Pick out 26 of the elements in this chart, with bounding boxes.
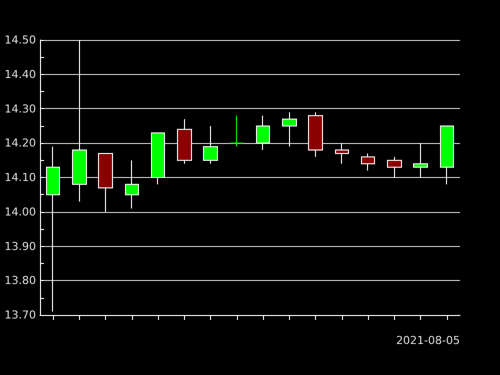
candlestick (151, 132, 165, 185)
candlestick (440, 125, 454, 185)
y-tick-label: 14.40 (4, 68, 36, 81)
y-tick-label: 14.50 (4, 34, 36, 46)
y-tick-label: 13.90 (4, 240, 36, 253)
candlestick (256, 115, 270, 150)
y-tick-label: 13.80 (4, 274, 36, 288)
candlestick (98, 152, 113, 212)
candlestick (46, 146, 60, 312)
candlestick (72, 40, 87, 202)
candlestick (177, 118, 192, 164)
x-axis-title: 2021-08-05 (396, 334, 460, 347)
candlestick (308, 112, 323, 158)
candlestick (203, 125, 218, 164)
y-tick-label: 14.10 (4, 171, 36, 184)
candlestick (335, 142, 349, 164)
candlestick (361, 152, 375, 172)
candlestick (282, 112, 297, 148)
y-tick-label: 14.30 (4, 102, 36, 116)
y-tick-label: 14.00 (4, 205, 36, 218)
y-tick-label: 13.70 (4, 308, 36, 322)
candlestick (413, 142, 428, 178)
candlestick (125, 160, 139, 209)
y-tick-label: 14.20 (4, 136, 36, 150)
candlestick (230, 115, 244, 148)
candlestick (387, 156, 402, 178)
